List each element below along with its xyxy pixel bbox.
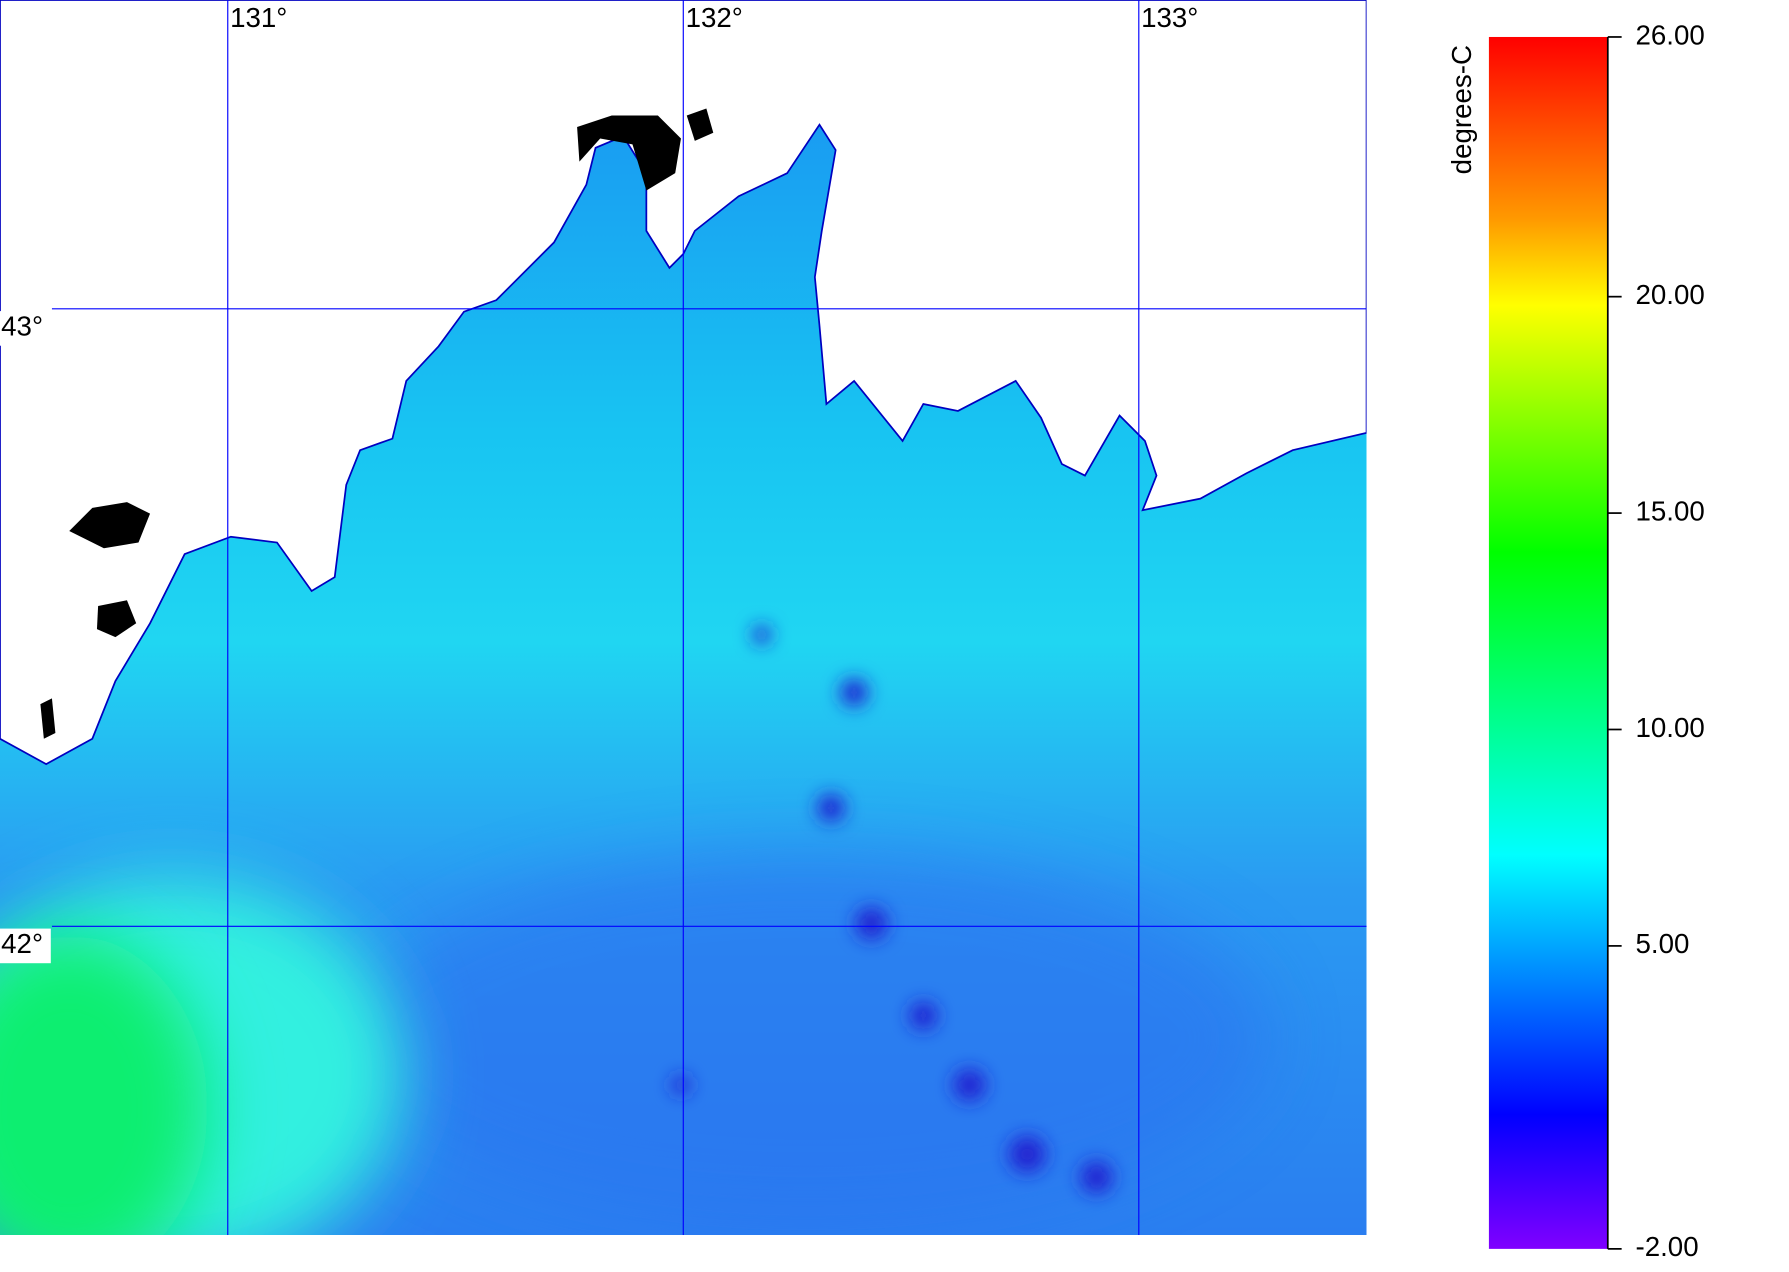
cool-water [346,854,1270,1224]
colorbar-title: degrees-C [1446,45,1477,174]
colorbar-tick-label: 5.00 [1635,928,1689,959]
land [0,0,1367,766]
islands [40,108,714,739]
lat-label-bg [0,311,51,346]
colorbar-tick-label: -2.00 [1635,1231,1698,1262]
lon-label: 133° [1141,2,1198,33]
lon-label: 132° [686,2,743,33]
lat-label-bg [0,928,51,964]
colorbar-tick-label: 10.00 [1635,712,1704,743]
lat-label: 43° [1,311,43,342]
cold-patches [671,625,1113,1194]
colorbar-ramp [1488,36,1608,1249]
warm-core [0,934,208,1236]
lat-label: 42° [1,928,43,959]
lon-label: 131° [230,2,287,33]
colorbar-tick-label: 15.00 [1635,495,1704,526]
colorbar-tick-label: 26.00 [1635,19,1704,50]
colorbar-tick-label: 20.00 [1635,279,1704,310]
graticule: 131° 132° 133° 43° 42° [0,0,1367,1236]
colorbar: 26.00 20.00 15.00 10.00 5.00 -2.00 degrees-C [1446,19,1705,1262]
